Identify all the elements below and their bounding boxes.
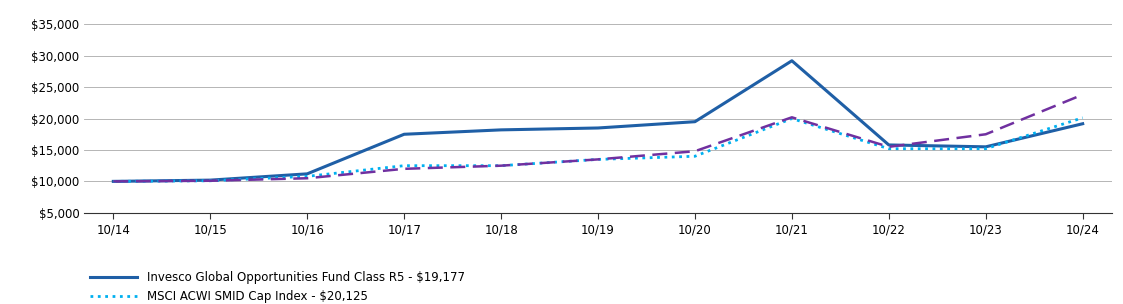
Legend: Invesco Global Opportunities Fund Class R5 - $19,177, MSCI ACWI SMID Cap Index -: Invesco Global Opportunities Fund Class …	[90, 271, 465, 304]
